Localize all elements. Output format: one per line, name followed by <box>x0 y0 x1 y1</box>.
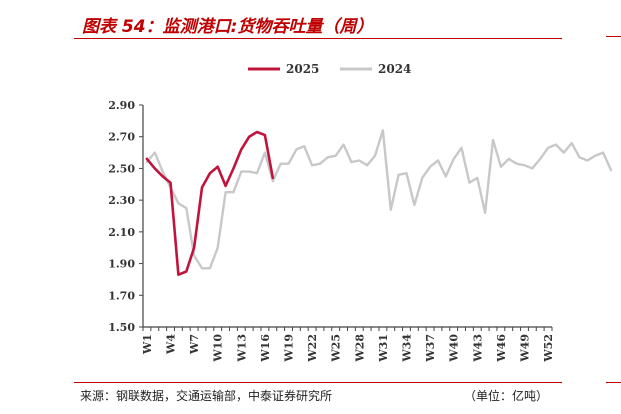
x-tick-label: W43 <box>471 334 484 363</box>
chart-axes: 1.50 1.70 1.90 2.10 2.30 2.50 2.70 2.90 W1 W4 W7 W1… <box>108 99 555 363</box>
x-tick-label: W52 <box>542 334 555 363</box>
x-tick-label: W16 <box>259 334 272 363</box>
x-tick-label: W37 <box>424 334 437 363</box>
legend-label-2025: 2025 <box>286 62 319 76</box>
x-tick-label: W25 <box>330 334 343 363</box>
series-line-2025 <box>145 130 275 277</box>
y-tick-label: 2.10 <box>108 226 135 239</box>
x-tick-label: W49 <box>518 334 531 363</box>
right-divider <box>606 36 621 37</box>
y-tick-label: 1.70 <box>108 289 135 302</box>
y-tick-label: 1.90 <box>108 258 135 271</box>
page-title: 图表 54：监测港口:货物吞吐量（周） <box>82 17 374 37</box>
source-note: 来源：钢联数据，交通运输部，中泰证券研究所 <box>80 389 333 403</box>
line-chart: 1.50 1.70 1.90 2.10 2.30 2.50 2.70 2.90 W1 W4 W7 W1… <box>108 62 613 363</box>
x-tick-label: W19 <box>283 334 296 363</box>
chart-legend: 2025 2024 <box>248 62 411 76</box>
x-tick-label: W40 <box>448 334 461 363</box>
unit-note: （单位：亿吨） <box>464 389 549 403</box>
y-tick-label: 1.50 <box>108 321 135 334</box>
title-bar: 图表 54：监测港口:货物吞吐量（周） <box>74 8 562 39</box>
legend-label-2024: 2024 <box>378 62 411 76</box>
x-tick-label: W13 <box>235 334 248 363</box>
y-tick-label: 2.70 <box>108 131 135 144</box>
x-tick-label: W4 <box>165 334 178 355</box>
x-tick-label: W31 <box>377 334 390 363</box>
chart-series <box>145 129 613 277</box>
y-tick-label: 2.90 <box>108 99 135 112</box>
y-tick-label: 2.50 <box>108 162 135 175</box>
x-tick-label: W28 <box>353 334 366 363</box>
y-tick-label: 2.30 <box>108 194 135 207</box>
footer-divider-right <box>606 382 621 383</box>
x-tick-label: W46 <box>495 334 508 363</box>
x-tick-label: W22 <box>306 334 319 363</box>
x-tick-label: W34 <box>400 334 413 363</box>
footer-divider <box>74 382 562 383</box>
series-line-2024 <box>145 129 613 270</box>
x-tick-label: W7 <box>188 334 201 355</box>
x-tick-label: W1 <box>141 334 154 355</box>
x-tick-label: W10 <box>212 334 225 363</box>
